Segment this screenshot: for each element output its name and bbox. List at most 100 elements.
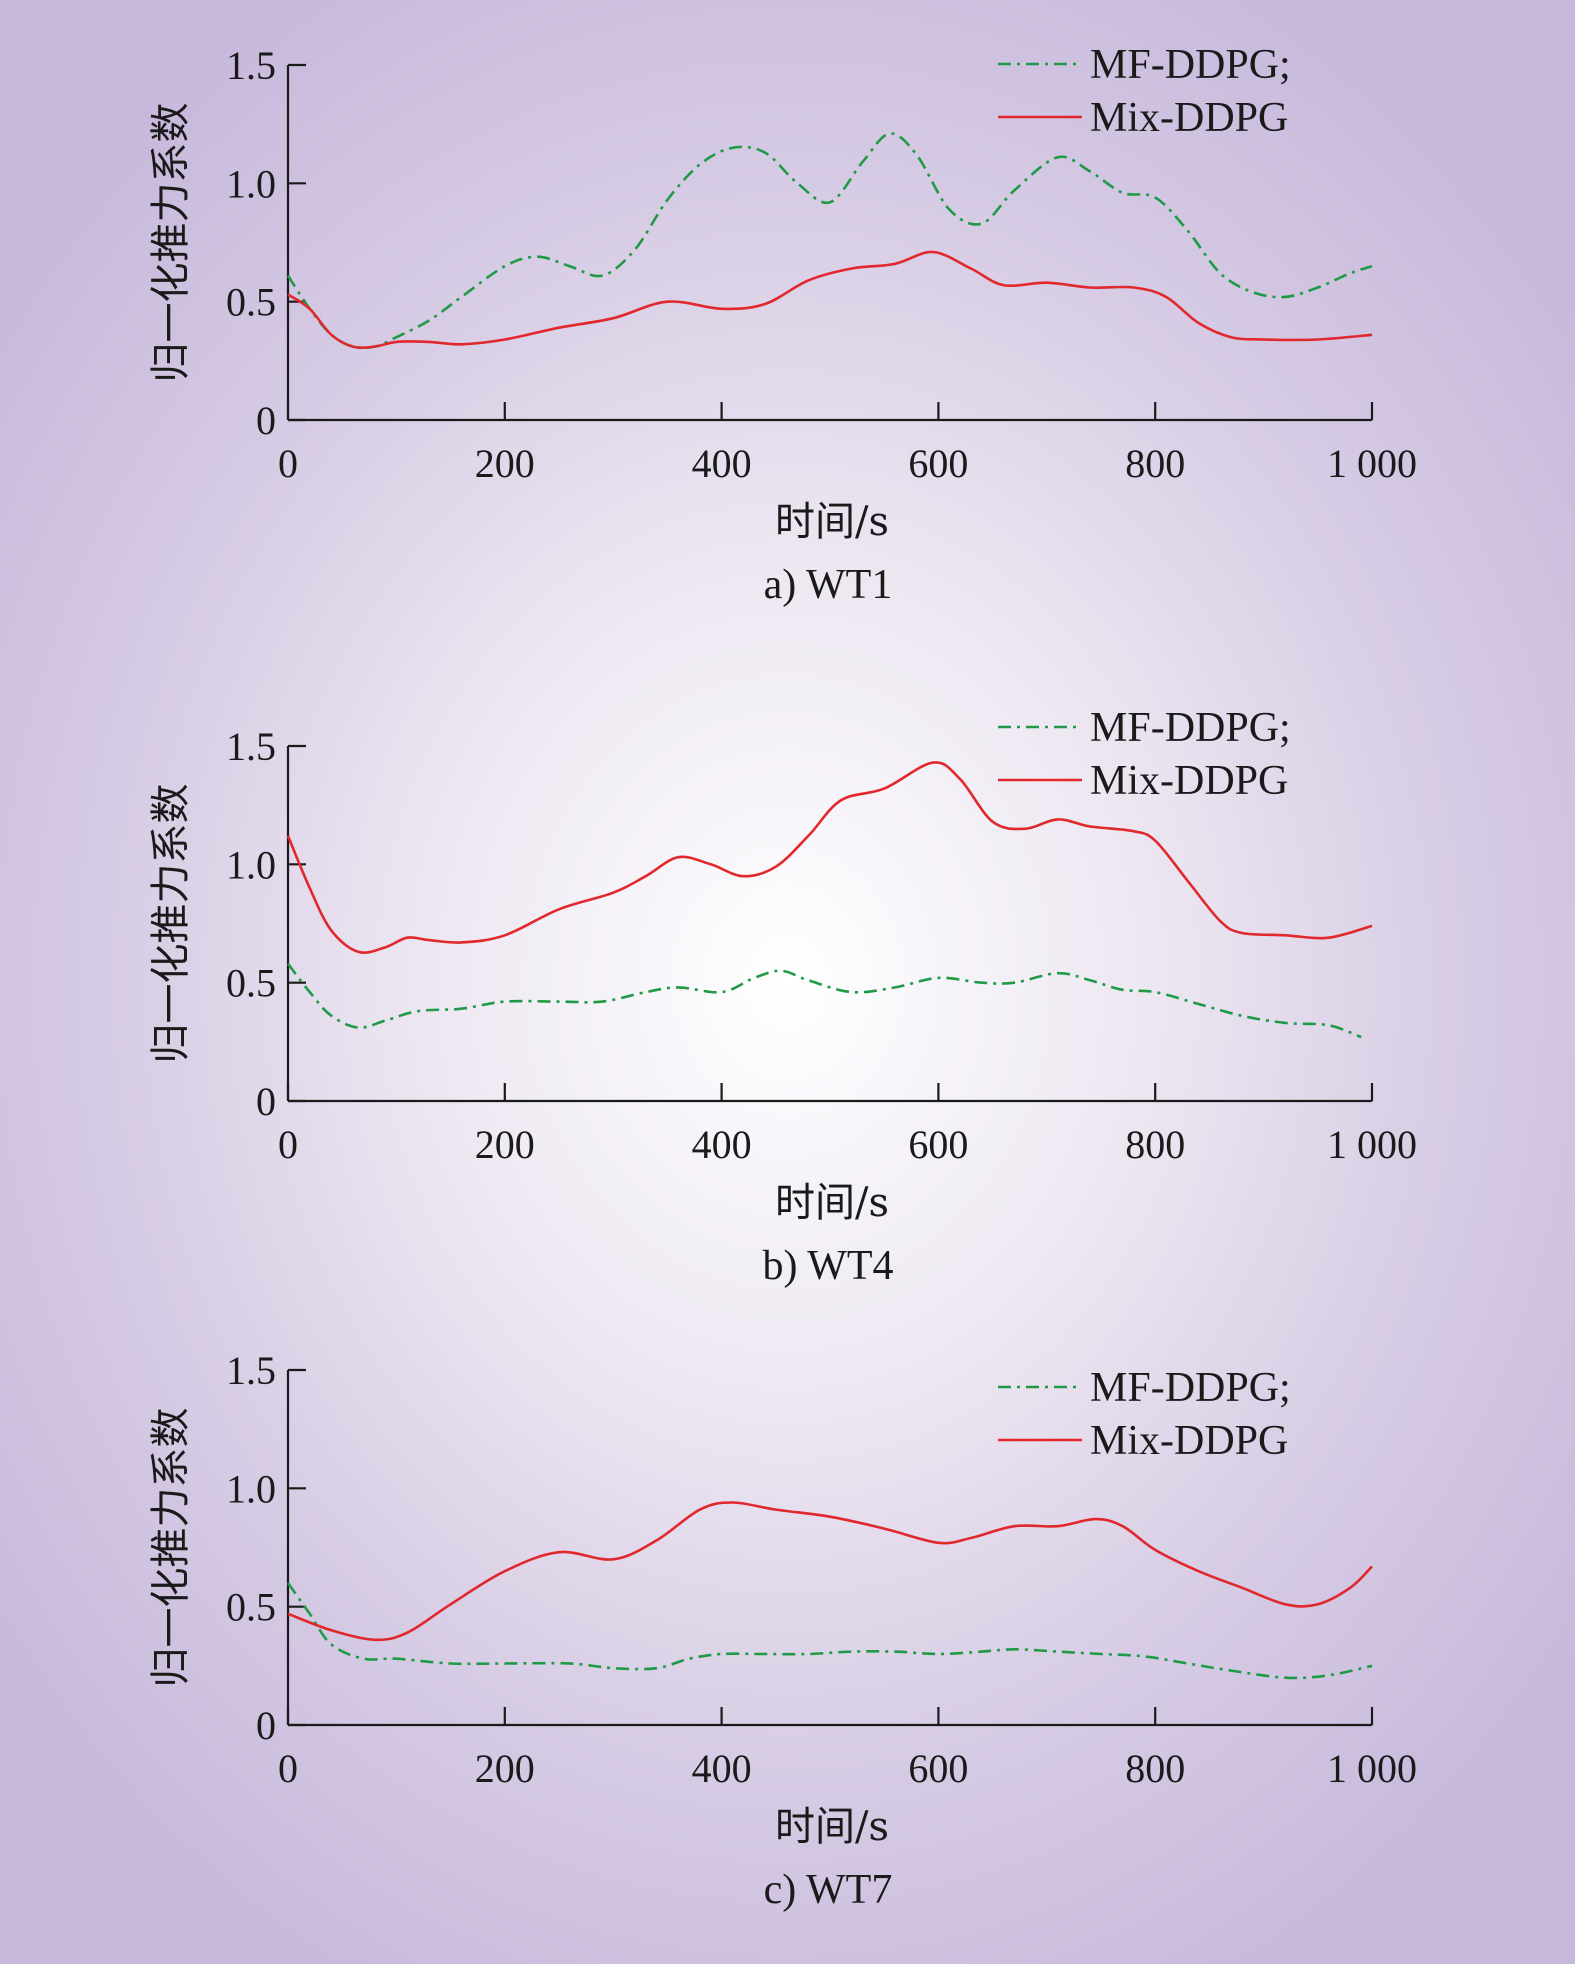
data-point bbox=[374, 345, 376, 347]
legend-label: Mix-DDPG bbox=[1090, 758, 1288, 804]
data-point bbox=[1165, 296, 1167, 298]
data-point bbox=[395, 1658, 397, 1660]
series-line-mix-ddpg bbox=[287, 250, 1373, 349]
series-line-mf-ddpg bbox=[286, 1582, 1373, 1680]
y-tick-label: 1.0 bbox=[226, 1466, 276, 1511]
data-point bbox=[569, 1662, 571, 1664]
data-point bbox=[1371, 265, 1373, 267]
data-point bbox=[330, 1643, 332, 1645]
data-point bbox=[1230, 1669, 1232, 1671]
data-point bbox=[948, 208, 950, 210]
data-point bbox=[504, 265, 506, 267]
data-point bbox=[1056, 1525, 1058, 1527]
data-point bbox=[720, 991, 722, 993]
data-point bbox=[1284, 296, 1286, 298]
x-tick-label: 1 000 bbox=[1327, 1746, 1417, 1791]
data-point bbox=[1132, 286, 1134, 288]
data-point bbox=[1100, 1653, 1102, 1655]
data-point bbox=[634, 248, 636, 250]
data-point bbox=[916, 154, 918, 156]
data-point bbox=[894, 1650, 896, 1652]
data-point bbox=[330, 929, 332, 931]
data-point bbox=[807, 979, 809, 981]
data-point bbox=[970, 1537, 972, 1539]
chart-panel-1: 0 0.5 1.0 1.5 0 200 400 600 800 1 000 时间/s 归一化推力系数 a… bbox=[148, 42, 1417, 608]
data-point bbox=[1284, 1677, 1286, 1679]
data-point bbox=[357, 951, 359, 953]
data-point bbox=[981, 222, 983, 224]
chart-panel-2: 0 0.5 1.0 1.5 0 200 400 600 800 1 000 时间/s 归一化推力系数 b… bbox=[148, 705, 1417, 1289]
data-point bbox=[1219, 272, 1221, 274]
x-tick-label: 600 bbox=[908, 441, 968, 486]
data-point bbox=[710, 863, 712, 865]
series-line-mf-ddpg bbox=[286, 962, 1362, 1039]
data-point bbox=[1089, 286, 1091, 288]
data-point bbox=[894, 986, 896, 988]
data-point bbox=[1327, 937, 1329, 939]
data-point bbox=[1002, 284, 1004, 286]
y-tick-label: 0.5 bbox=[226, 961, 276, 1006]
data-point bbox=[1284, 934, 1286, 936]
data-point bbox=[569, 265, 571, 267]
data-point bbox=[1056, 818, 1058, 820]
data-point bbox=[937, 1653, 939, 1655]
data-point bbox=[883, 787, 885, 789]
data-point bbox=[753, 977, 755, 979]
data-point bbox=[417, 1010, 419, 1012]
data-point bbox=[1089, 979, 1091, 981]
data-point bbox=[330, 1629, 332, 1631]
legend-label: Mix-DDPG bbox=[1090, 95, 1288, 141]
data-point bbox=[601, 1000, 603, 1002]
legend-label: MF-DDPG; bbox=[1090, 705, 1291, 751]
data-point bbox=[1056, 972, 1058, 974]
data-point bbox=[720, 1653, 722, 1655]
data-point bbox=[1154, 991, 1156, 993]
y-tick-label: 1.0 bbox=[226, 842, 276, 887]
data-point bbox=[1317, 1603, 1319, 1605]
data-point bbox=[1349, 272, 1351, 274]
data-point bbox=[991, 821, 993, 823]
data-point bbox=[981, 1650, 983, 1652]
data-point bbox=[428, 939, 430, 941]
y-tick-label: 1.5 bbox=[226, 724, 276, 769]
x-axis-label: 时间/s bbox=[775, 1180, 889, 1226]
data-point bbox=[612, 892, 614, 894]
data-point bbox=[666, 301, 668, 303]
data-point bbox=[309, 308, 311, 310]
y-tick-label: 0.5 bbox=[226, 1585, 276, 1630]
data-point bbox=[1371, 925, 1373, 927]
data-point bbox=[558, 908, 560, 910]
x-tick-label: 1 000 bbox=[1327, 1122, 1417, 1167]
data-point bbox=[1013, 1525, 1015, 1527]
data-point bbox=[851, 267, 853, 269]
data-point bbox=[460, 343, 462, 345]
data-point bbox=[363, 1658, 365, 1660]
data-point bbox=[1197, 1570, 1199, 1572]
data-point bbox=[1252, 291, 1254, 293]
data-point bbox=[357, 1026, 359, 1028]
y-axis-label: 归一化推力系数 bbox=[148, 103, 194, 383]
x-axis-label: 时间/s bbox=[775, 499, 889, 545]
legend-label: Mix-DDPG bbox=[1090, 1418, 1288, 1464]
series-line-mf-ddpg bbox=[286, 132, 1373, 350]
x-tick-label: 200 bbox=[475, 1746, 535, 1791]
x-tick-label: 400 bbox=[692, 1122, 752, 1167]
data-point bbox=[829, 201, 831, 203]
data-point bbox=[395, 341, 397, 343]
data-point bbox=[981, 982, 983, 984]
legend-label: MF-DDPG; bbox=[1090, 42, 1291, 88]
data-point bbox=[460, 941, 462, 943]
data-point bbox=[1327, 1024, 1329, 1026]
data-point bbox=[851, 991, 853, 993]
data-point bbox=[428, 319, 430, 321]
data-point bbox=[287, 963, 289, 965]
panel-caption: c) WT7 bbox=[764, 1867, 893, 1913]
data-point bbox=[1024, 828, 1026, 830]
data-point bbox=[655, 1539, 657, 1541]
data-point bbox=[807, 835, 809, 837]
data-point bbox=[1143, 1655, 1145, 1657]
data-point bbox=[720, 308, 722, 310]
data-point bbox=[558, 1000, 560, 1002]
panel-caption: a) WT1 bbox=[764, 562, 893, 608]
data-point bbox=[612, 317, 614, 319]
